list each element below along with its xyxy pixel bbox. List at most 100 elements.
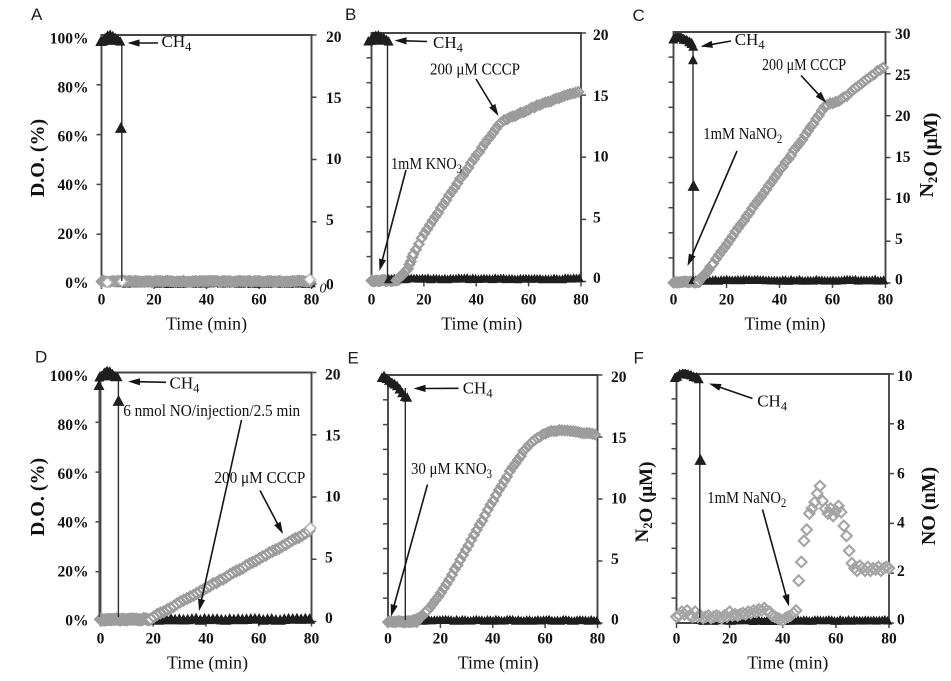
svg-text:80: 80 <box>590 631 606 648</box>
svg-text:20: 20 <box>416 292 432 309</box>
svg-text:0: 0 <box>326 277 334 294</box>
svg-text:N2O (μM): N2O (μM) <box>916 113 942 198</box>
svg-text:20: 20 <box>325 367 341 384</box>
svg-text:B: B <box>345 5 356 24</box>
svg-text:30: 30 <box>895 26 911 43</box>
svg-text:0%: 0% <box>65 612 88 629</box>
svg-text:5: 5 <box>593 209 601 226</box>
svg-text:Time (min): Time (min) <box>745 314 826 335</box>
svg-text:40: 40 <box>468 292 484 309</box>
svg-text:30 μM KNO3: 30 μM KNO3 <box>411 459 492 481</box>
svg-text:15: 15 <box>611 430 627 447</box>
svg-text:6: 6 <box>897 466 905 483</box>
svg-text:80: 80 <box>573 292 589 309</box>
svg-text:20%: 20% <box>58 564 89 581</box>
svg-text:80%: 80% <box>58 79 89 96</box>
svg-text:200 μM CCCP: 200 μM CCCP <box>214 468 305 487</box>
svg-text:40: 40 <box>198 631 214 648</box>
svg-text:20: 20 <box>719 292 735 309</box>
svg-text:0%: 0% <box>65 275 88 292</box>
svg-text:8: 8 <box>897 417 905 434</box>
svg-text:Time (min): Time (min) <box>167 653 248 674</box>
svg-text:0: 0 <box>670 292 678 309</box>
svg-text:NO (nM): NO (nM) <box>918 467 940 545</box>
svg-text:D.O. (%): D.O. (%) <box>27 119 49 197</box>
svg-text:1mM KNO3: 1mM KNO3 <box>391 154 462 176</box>
svg-text:60: 60 <box>521 292 537 309</box>
svg-text:0: 0 <box>97 631 105 648</box>
svg-text:200 μM CCCP: 200 μM CCCP <box>762 55 846 74</box>
svg-text:20: 20 <box>895 108 911 125</box>
svg-text:0: 0 <box>593 270 601 287</box>
svg-text:CH4: CH4 <box>463 379 494 401</box>
svg-text:80: 80 <box>304 631 320 648</box>
svg-text:2: 2 <box>897 563 905 580</box>
svg-text:60: 60 <box>251 631 267 648</box>
svg-text:F: F <box>634 349 644 368</box>
svg-text:20: 20 <box>326 29 342 46</box>
svg-text:20: 20 <box>722 631 738 648</box>
svg-text:D: D <box>35 348 47 367</box>
svg-text:1mM NaNO2: 1mM NaNO2 <box>703 124 782 146</box>
svg-text:Time (min): Time (min) <box>458 653 539 674</box>
svg-text:40: 40 <box>775 631 791 648</box>
svg-text:5: 5 <box>325 549 333 566</box>
svg-text:60%: 60% <box>58 128 89 145</box>
svg-text:6 nmol NO/injection/2.5 min: 6 nmol NO/injection/2.5 min <box>123 401 300 420</box>
svg-text:15: 15 <box>895 149 911 166</box>
svg-text:0: 0 <box>895 272 903 289</box>
svg-text:60: 60 <box>251 292 267 309</box>
svg-text:60: 60 <box>825 292 841 309</box>
svg-text:0: 0 <box>368 292 376 309</box>
svg-text:10: 10 <box>593 149 609 166</box>
svg-text:80: 80 <box>878 292 894 309</box>
svg-text:100%: 100% <box>50 368 89 385</box>
svg-text:0: 0 <box>384 631 392 648</box>
svg-text:D.O. (%): D.O. (%) <box>27 458 49 536</box>
svg-text:25: 25 <box>895 67 911 84</box>
svg-text:CH4: CH4 <box>735 30 766 52</box>
svg-text:N2O (μM): N2O (μM) <box>632 462 657 543</box>
svg-text:10: 10 <box>895 190 911 207</box>
svg-text:5: 5 <box>611 551 619 568</box>
svg-text:60: 60 <box>828 631 844 648</box>
svg-text:0: 0 <box>320 282 327 297</box>
svg-text:40: 40 <box>485 631 501 648</box>
svg-text:10: 10 <box>611 490 627 507</box>
svg-text:200 μM CCCP: 200 μM CCCP <box>430 60 520 79</box>
svg-text:40%: 40% <box>58 177 89 194</box>
svg-text:E: E <box>348 349 359 368</box>
svg-text:CH4: CH4 <box>162 32 193 54</box>
svg-text:40: 40 <box>772 292 788 309</box>
svg-text:20%: 20% <box>58 226 89 243</box>
svg-text:Time (min): Time (min) <box>441 314 522 335</box>
svg-text:0: 0 <box>673 631 681 648</box>
svg-text:40%: 40% <box>58 515 89 532</box>
svg-text:CH4: CH4 <box>433 33 464 55</box>
svg-text:10: 10 <box>325 488 341 505</box>
svg-text:4: 4 <box>897 514 905 531</box>
svg-text:0: 0 <box>611 612 619 629</box>
svg-text:20: 20 <box>145 631 161 648</box>
svg-text:A: A <box>31 5 43 24</box>
svg-text:0: 0 <box>897 612 905 629</box>
svg-text:5: 5 <box>895 231 903 248</box>
svg-text:Time (min): Time (min) <box>747 653 828 674</box>
svg-text:C: C <box>633 6 645 25</box>
svg-text:0: 0 <box>325 610 333 627</box>
svg-text:40: 40 <box>199 292 215 309</box>
svg-text:5: 5 <box>326 212 334 229</box>
svg-text:20: 20 <box>146 292 162 309</box>
svg-text:Time (min): Time (min) <box>166 314 247 335</box>
svg-text:20: 20 <box>611 369 627 386</box>
svg-text:100%: 100% <box>50 31 89 48</box>
svg-text:CH4: CH4 <box>757 392 788 414</box>
svg-text:80%: 80% <box>58 417 89 434</box>
svg-text:0: 0 <box>98 292 106 309</box>
svg-text:15: 15 <box>326 90 342 107</box>
svg-text:20: 20 <box>433 631 449 648</box>
svg-text:80: 80 <box>881 631 897 648</box>
svg-text:15: 15 <box>325 428 341 445</box>
svg-text:60%: 60% <box>58 466 89 483</box>
svg-text:10: 10 <box>326 151 342 168</box>
